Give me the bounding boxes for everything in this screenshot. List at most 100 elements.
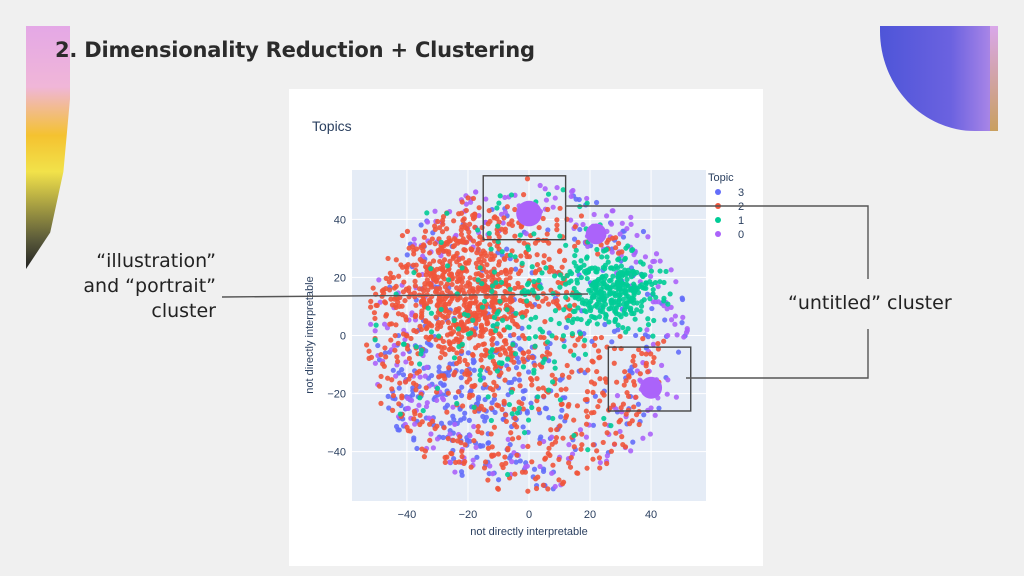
scatter-point-topic-2 (529, 382, 535, 388)
scatter-point-topic-0 (542, 186, 548, 192)
scatter-point-topic-2 (595, 348, 602, 354)
scatter-point-topic-2 (546, 445, 552, 451)
scatter-point-topic-2 (478, 259, 484, 265)
scatter-point-topic-2 (366, 348, 372, 354)
scatter-point-topic-2 (579, 431, 585, 437)
scatter-point-topic-2 (438, 373, 444, 379)
scatter-point-topic-2 (455, 307, 461, 314)
scatter-point-topic-2 (561, 257, 568, 263)
decorative-gradient-right-edge (990, 26, 998, 131)
legend[interactable]: Topic 3 2 1 0 (708, 172, 744, 241)
scatter-point-topic-2 (453, 237, 459, 244)
scatter-point-topic-2 (517, 383, 523, 389)
scatter-point-topic-2 (389, 386, 395, 392)
scatter-point-topic-1 (489, 288, 495, 294)
scatter-point-topic-0 (628, 221, 634, 227)
scatter-point-topic-2 (619, 249, 625, 255)
scatter-point-topic-3 (438, 420, 445, 426)
legend-marker-topic-0[interactable] (715, 231, 721, 237)
scatter-point-topic-2 (449, 451, 455, 457)
scatter-point-topic-1 (581, 262, 587, 268)
scatter-point-topic-2 (456, 355, 463, 361)
scatter-point-topic-2 (417, 286, 423, 292)
scatter-point-topic-0 (609, 249, 615, 255)
scatter-point-topic-2 (484, 262, 490, 268)
scatter-point-topic-2 (476, 205, 482, 211)
scatter-point-topic-1 (533, 314, 539, 320)
scatter-point-topic-2 (471, 214, 478, 220)
scatter-point-topic-1 (470, 317, 476, 323)
scatter-point-topic-2 (388, 296, 394, 302)
scatter-point-topic-2 (378, 400, 384, 406)
x-tick-label: −20 (459, 509, 478, 521)
scatter-point-topic-1 (657, 279, 663, 285)
chart-panel: Topics −40 −20 0 20 40 −40 −20 0 20 40 not direct… (289, 89, 763, 566)
scatter-point-topic-2 (400, 331, 407, 337)
scatter-point-topic-1 (489, 353, 495, 359)
scatter-point-topic-1 (454, 400, 460, 407)
scatter-point-topic-3 (592, 393, 598, 399)
scatter-point-topic-2 (416, 272, 422, 278)
scatter-point-topic-0 (644, 327, 650, 333)
scatter-point-topic-2 (407, 372, 414, 379)
scatter-point-topic-1 (615, 302, 621, 308)
scatter-point-topic-1 (465, 312, 471, 318)
scatter-point-topic-1 (509, 389, 515, 395)
scatter-point-topic-2 (494, 346, 500, 353)
scatter-point-topic-2 (495, 451, 502, 457)
chart-title: Topics (312, 118, 352, 134)
legend-marker-topic-1[interactable] (715, 217, 721, 223)
scatter-point-topic-0 (628, 214, 634, 220)
scatter-point-topic-2 (440, 261, 446, 267)
scatter-point-topic-2 (475, 241, 481, 247)
scatter-point-topic-2 (402, 379, 409, 385)
scatter-point-topic-1 (493, 327, 499, 334)
scatter-point-topic-0 (650, 341, 656, 347)
scatter-point-topic-0 (393, 373, 399, 379)
scatter-point-topic-3 (495, 477, 502, 483)
scatter-point-topic-2 (463, 283, 469, 289)
scatter-point-topic-0 (652, 412, 658, 418)
scatter-point-topic-2 (597, 354, 603, 360)
scatter-point-topic-1 (411, 269, 417, 276)
scatter-point-topic-0 (422, 373, 428, 379)
scatter-point-topic-1 (517, 232, 523, 238)
scatter-point-topic-2 (574, 403, 581, 409)
legend-label-topic-0[interactable]: 0 (738, 229, 744, 241)
scatter-point-topic-0 (424, 400, 430, 406)
scatter-point-topic-2 (503, 460, 509, 466)
scatter-point-topic-1 (494, 321, 500, 327)
scatter-point-topic-2 (564, 289, 570, 295)
scatter-point-topic-1 (637, 326, 643, 333)
scatter-point-topic-2 (553, 335, 559, 341)
scatter-point-topic-2 (611, 441, 618, 447)
scatter-point-topic-1 (650, 291, 656, 297)
scatter-point-topic-1 (634, 307, 640, 313)
scatter-point-topic-2 (500, 344, 506, 351)
scatter-point-topic-1 (531, 231, 537, 237)
scatter-point-topic-2 (423, 272, 429, 278)
scatter-point-topic-1 (557, 284, 563, 290)
scatter-point-topic-2 (554, 217, 560, 223)
scatter-point-topic-0 (368, 321, 374, 327)
scatter-point-topic-3 (508, 379, 515, 386)
scatter-point-topic-3 (525, 369, 532, 375)
scatter-point-topic-2 (569, 369, 575, 375)
scatter-point-topic-0 (549, 434, 555, 440)
legend-label-topic-3[interactable]: 3 (738, 187, 744, 199)
scatter-point-topic-1 (455, 326, 462, 332)
legend-label-topic-2[interactable]: 2 (738, 201, 744, 213)
scatter-point-topic-0 (664, 306, 670, 312)
legend-marker-topic-2[interactable] (715, 203, 721, 209)
scatter-point-topic-2 (388, 274, 394, 281)
scatter-point-topic-1 (623, 283, 630, 289)
scatter-point-topic-1 (486, 230, 492, 236)
scatter-point-topic-1 (525, 417, 532, 423)
scatter-point-topic-3 (474, 454, 480, 460)
scatter-point-topic-1 (590, 294, 596, 300)
scatter-point-topic-2 (439, 229, 446, 235)
scatter-point-topic-2 (590, 389, 596, 396)
legend-marker-topic-3[interactable] (715, 189, 721, 195)
legend-label-topic-1[interactable]: 1 (738, 215, 744, 227)
scatter-point-topic-2 (387, 287, 393, 293)
